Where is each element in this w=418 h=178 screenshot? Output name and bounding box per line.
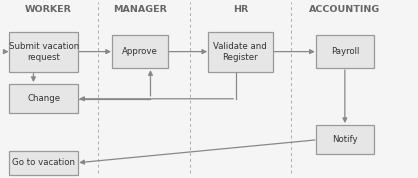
- Text: WORKER: WORKER: [25, 5, 71, 14]
- Text: Go to vacation: Go to vacation: [13, 158, 75, 167]
- Text: HR: HR: [233, 5, 248, 14]
- Text: ACCOUNTING: ACCOUNTING: [309, 5, 380, 14]
- FancyBboxPatch shape: [9, 151, 79, 175]
- FancyBboxPatch shape: [9, 32, 79, 72]
- FancyBboxPatch shape: [9, 84, 79, 114]
- FancyBboxPatch shape: [316, 125, 374, 154]
- FancyBboxPatch shape: [316, 35, 374, 68]
- Text: Notify: Notify: [332, 135, 358, 144]
- Text: Validate and
Register: Validate and Register: [214, 42, 267, 62]
- Text: Payroll: Payroll: [331, 47, 359, 56]
- Text: Approve: Approve: [122, 47, 158, 56]
- Text: MANAGER: MANAGER: [113, 5, 167, 14]
- FancyBboxPatch shape: [208, 32, 273, 72]
- FancyBboxPatch shape: [112, 35, 168, 68]
- Text: Submit vacation
request: Submit vacation request: [9, 42, 79, 62]
- Text: Change: Change: [27, 94, 61, 103]
